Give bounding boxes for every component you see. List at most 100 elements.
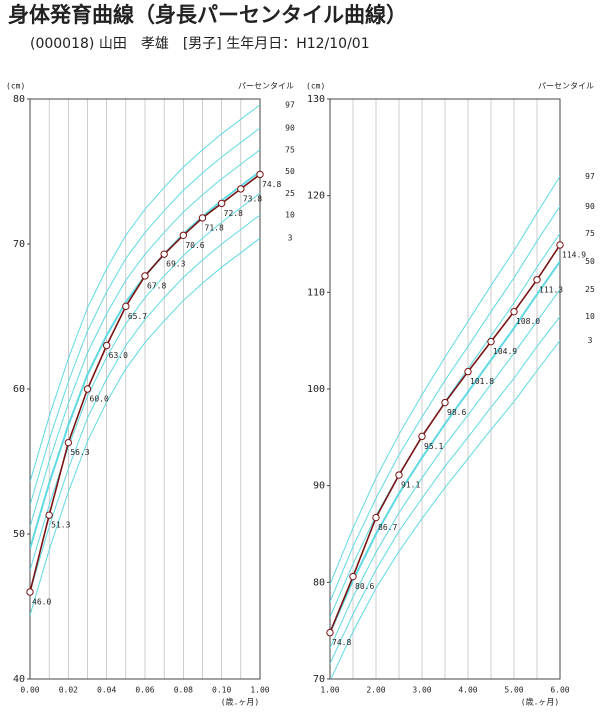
data-label: 111.3 bbox=[539, 285, 563, 294]
percentile-curve bbox=[330, 289, 560, 649]
percentile-curve bbox=[330, 340, 560, 679]
y-tick-label: 60 bbox=[13, 384, 25, 395]
percentile-label: 3 bbox=[288, 234, 293, 243]
measured-point bbox=[160, 250, 168, 258]
plot-frame bbox=[329, 98, 561, 680]
percentile-curve bbox=[30, 214, 260, 593]
percentile-label: 50 bbox=[585, 257, 595, 266]
percentile-label: 25 bbox=[585, 285, 595, 294]
data-label: 95.1 bbox=[424, 442, 443, 451]
x-axis-label: (歳.ヶ月) bbox=[521, 697, 559, 707]
percentile-label: 10 bbox=[285, 211, 295, 220]
data-label: 108.0 bbox=[516, 317, 540, 326]
percentile-label: 97 bbox=[585, 172, 595, 181]
data-label: 69.3 bbox=[166, 260, 185, 269]
percentile-label: 3 bbox=[588, 336, 593, 345]
data-label: 104.9 bbox=[493, 347, 517, 356]
percentile-heading: パーセンタイル bbox=[238, 82, 294, 91]
percentile-curve bbox=[30, 149, 260, 527]
data-label: 91.1 bbox=[401, 481, 420, 490]
y-tick-label: 70 bbox=[13, 239, 25, 250]
data-label: 86.7 bbox=[378, 523, 397, 532]
percentile-label: 90 bbox=[285, 124, 295, 133]
percentile-curve bbox=[330, 206, 560, 602]
x-tick-label: 0.04 bbox=[97, 686, 116, 695]
percentile-curve bbox=[330, 176, 560, 585]
x-tick-label: 0.10 bbox=[212, 686, 231, 695]
y-tick-label: 90 bbox=[313, 481, 325, 492]
measured-point bbox=[372, 513, 380, 522]
measured-point bbox=[556, 241, 564, 249]
percentile-curve bbox=[30, 192, 260, 571]
percentile-label: 75 bbox=[285, 145, 295, 154]
data-label: 72.8 bbox=[224, 209, 243, 218]
x-tick-label: 1.00 bbox=[320, 686, 339, 695]
percentile-label: 10 bbox=[585, 312, 595, 321]
percentile-curve bbox=[330, 260, 560, 634]
y-tick-label: 80 bbox=[13, 94, 25, 105]
data-label: 65.7 bbox=[128, 312, 147, 321]
x-tick-label: 0.08 bbox=[174, 686, 193, 695]
measured-point bbox=[83, 385, 92, 393]
measured-point bbox=[487, 337, 495, 346]
percentile-curve bbox=[30, 104, 260, 482]
percentile-curve bbox=[330, 316, 560, 664]
percentile-curve bbox=[30, 127, 260, 506]
x-tick-label: 5.00 bbox=[504, 686, 523, 695]
data-label: 80.6 bbox=[355, 582, 374, 591]
data-label: 73.8 bbox=[243, 194, 262, 203]
x-tick-label: 1.00 bbox=[250, 686, 269, 695]
x-tick-label: 0.02 bbox=[59, 686, 78, 695]
data-label: 46.0 bbox=[32, 598, 51, 607]
percentile-label: 25 bbox=[285, 189, 295, 198]
y-tick-label: 120 bbox=[307, 191, 325, 202]
data-label: 74.8 bbox=[262, 180, 281, 189]
measured-point bbox=[64, 438, 73, 447]
x-tick-label: 0.00 bbox=[20, 686, 39, 695]
measured-point bbox=[510, 307, 518, 316]
measured-point bbox=[237, 185, 245, 193]
plot-frame bbox=[29, 98, 261, 680]
data-label: 98.6 bbox=[447, 408, 466, 417]
percentile-label: 97 bbox=[285, 100, 295, 109]
percentile-heading: パーセンタイル bbox=[538, 82, 594, 91]
percentile-label: 75 bbox=[585, 229, 595, 238]
data-label: 70.6 bbox=[185, 241, 204, 250]
data-label: 67.8 bbox=[147, 281, 166, 290]
measured-point bbox=[464, 367, 472, 376]
x-tick-label: 4.00 bbox=[458, 686, 477, 695]
data-label: 56.3 bbox=[70, 448, 89, 457]
y-tick-label: 130 bbox=[307, 94, 325, 105]
y-unit: (cm) bbox=[6, 82, 25, 91]
measured-point bbox=[217, 199, 226, 208]
measured-point bbox=[349, 572, 357, 581]
measured-point bbox=[179, 231, 188, 240]
percentile-curve bbox=[30, 237, 260, 616]
data-label: 63.0 bbox=[109, 351, 128, 360]
data-label: 114.9 bbox=[562, 250, 586, 259]
measured-point bbox=[45, 511, 53, 519]
x-tick-label: 0.06 bbox=[135, 686, 154, 695]
measured-point bbox=[326, 628, 334, 637]
data-label: 51.3 bbox=[51, 521, 70, 530]
y-tick-label: 80 bbox=[313, 577, 325, 588]
measured-point bbox=[141, 272, 149, 280]
x-axis-label: (歳.ヶ月) bbox=[221, 697, 259, 707]
y-tick-label: 70 bbox=[313, 674, 325, 685]
measured-point bbox=[198, 214, 207, 222]
measured-point bbox=[395, 471, 403, 479]
measured-point bbox=[441, 398, 449, 407]
measured-point bbox=[418, 432, 426, 441]
measured-point bbox=[122, 302, 130, 311]
y-tick-label: 110 bbox=[307, 287, 325, 298]
page-title: 身体発育曲線（身長パーセンタイル曲線） bbox=[8, 3, 407, 27]
measured-point bbox=[256, 170, 264, 179]
measured-point bbox=[533, 276, 541, 284]
data-label: 74.8 bbox=[332, 638, 351, 647]
y-tick-label: 50 bbox=[13, 529, 25, 540]
data-label: 60.0 bbox=[90, 395, 109, 404]
data-label: 101.8 bbox=[470, 377, 494, 386]
measured-point bbox=[26, 588, 34, 596]
x-tick-label: 6.00 bbox=[550, 686, 569, 695]
